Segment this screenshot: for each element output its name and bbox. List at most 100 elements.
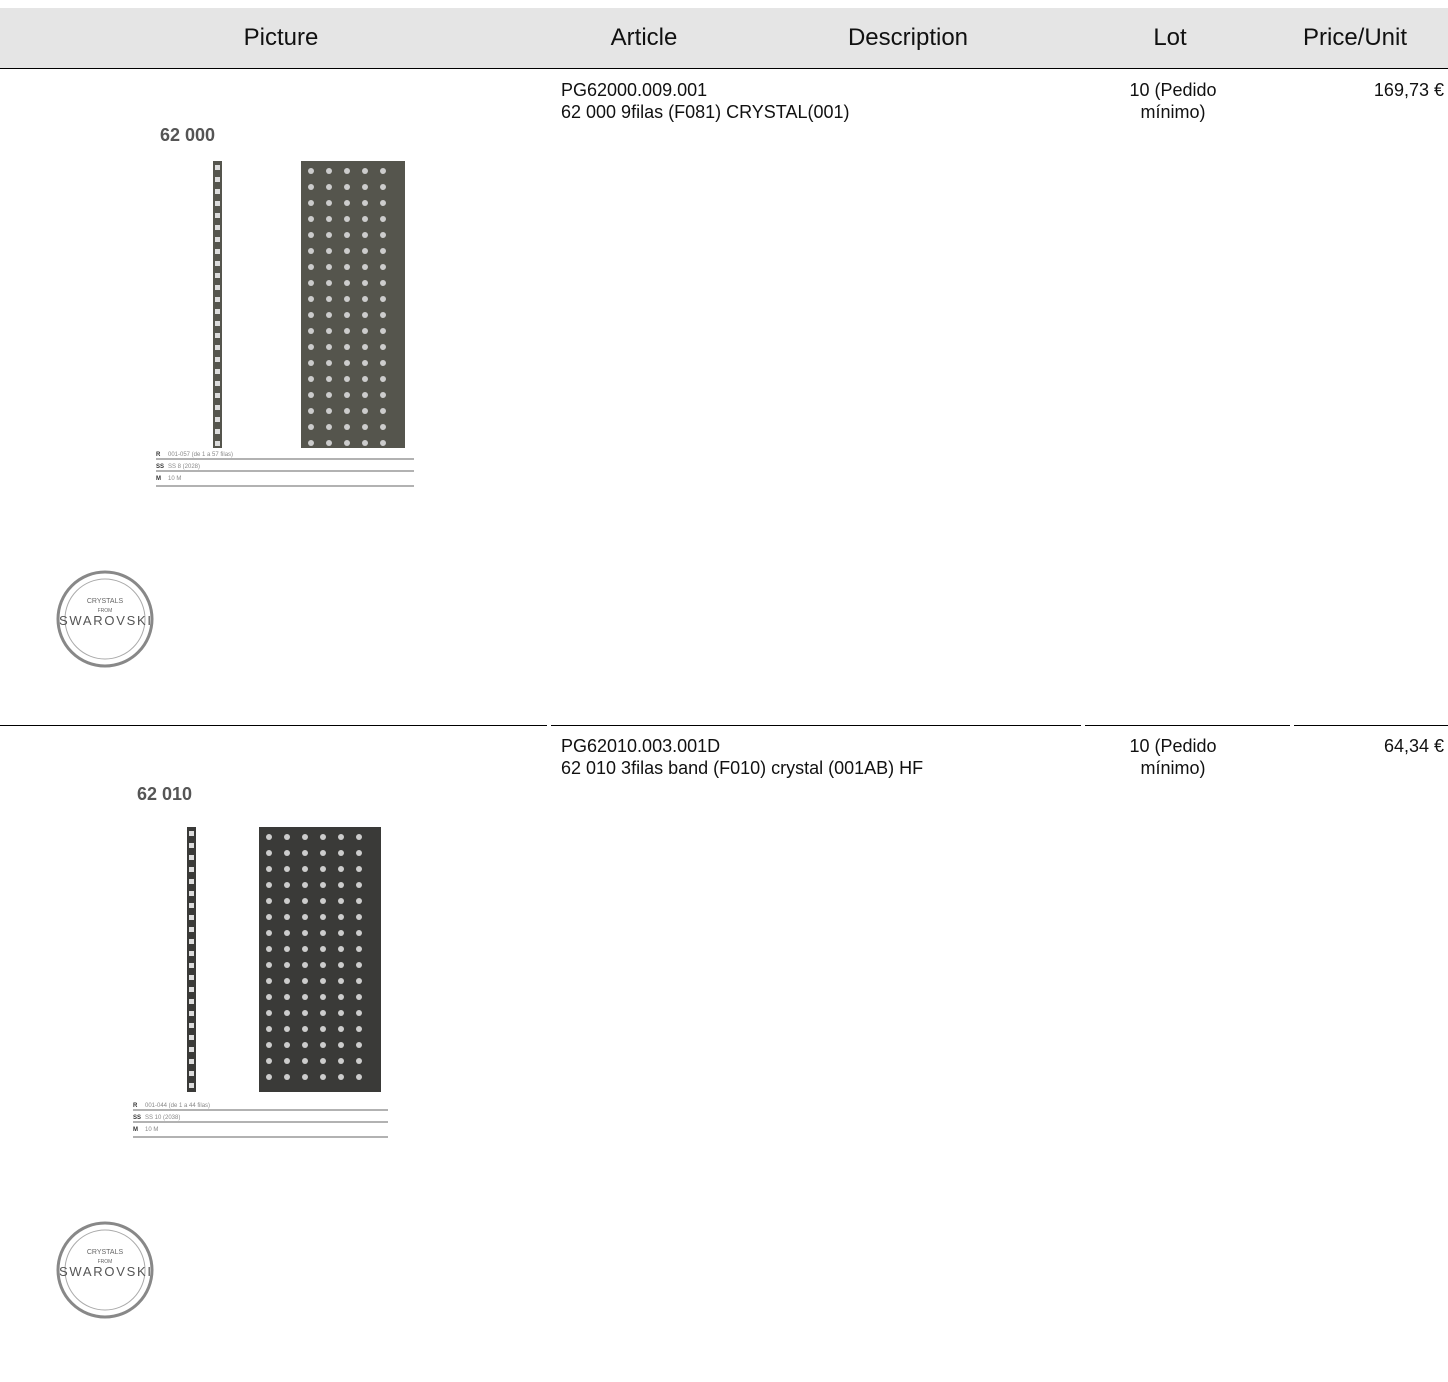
stone (284, 978, 290, 984)
stone (362, 392, 368, 398)
column-header: Lot (1153, 24, 1187, 51)
stone (308, 264, 314, 270)
spec-key: SS (156, 464, 164, 470)
stone (266, 1026, 272, 1032)
stone (189, 927, 194, 932)
price: 64,34 € (1383, 736, 1444, 756)
stone (338, 1010, 344, 1016)
stone (380, 184, 386, 190)
spec-value: SS 8 (2028) (168, 464, 200, 470)
stone (266, 946, 272, 952)
stone (380, 200, 386, 206)
logo-ring (56, 570, 154, 668)
stone (320, 978, 326, 984)
stone (266, 1010, 272, 1016)
stone (189, 855, 194, 860)
article-code: PG62000.009.001 (561, 80, 708, 100)
stone (338, 1058, 344, 1064)
stone (320, 866, 326, 872)
stone (215, 381, 220, 386)
table-header: Picture Article Description Lot Price/Un… (0, 8, 1448, 69)
stone (356, 978, 362, 984)
stone (356, 866, 362, 872)
stone (362, 200, 368, 206)
logo-text: CRYSTALS (87, 1249, 124, 1256)
stone (326, 392, 332, 398)
stone (308, 200, 314, 206)
panel (301, 161, 405, 448)
logo-text: FROM (98, 608, 113, 614)
stone (215, 393, 220, 398)
page: Picture Article Description Lot Price/Un… (0, 8, 1448, 1319)
stone (326, 344, 332, 350)
stone (380, 168, 386, 174)
stone (338, 834, 344, 840)
stone (266, 866, 272, 872)
stone (189, 1047, 194, 1052)
stone (215, 261, 220, 266)
stone (380, 312, 386, 318)
spec-value: 001-044 (de 1 a 44 filas) (145, 1103, 210, 1109)
stone (344, 248, 350, 254)
stone (326, 408, 332, 414)
stone (326, 200, 332, 206)
stone (362, 248, 368, 254)
stone (215, 201, 220, 206)
stone (344, 392, 350, 398)
stone (344, 200, 350, 206)
stone (356, 914, 362, 920)
spec-key: M (133, 1127, 138, 1133)
stone (308, 296, 314, 302)
stone (266, 834, 272, 840)
stone (266, 1074, 272, 1080)
stone (189, 903, 194, 908)
stone (189, 987, 194, 992)
stone (302, 898, 308, 904)
stone (215, 309, 220, 314)
stone (326, 328, 332, 334)
stone (326, 184, 332, 190)
spec-key: R (156, 452, 161, 458)
stone (338, 1042, 344, 1048)
row-separator (551, 725, 1081, 726)
stone (189, 891, 194, 896)
stone (338, 898, 344, 904)
stone (344, 216, 350, 222)
stone (320, 834, 326, 840)
description: 62 010 3filas band (F010) crystal (001AB… (561, 758, 924, 778)
stone (302, 1058, 308, 1064)
stone (362, 360, 368, 366)
stone (266, 1042, 272, 1048)
stone (308, 408, 314, 414)
strip (187, 827, 196, 1092)
stone (284, 834, 290, 840)
stone (326, 296, 332, 302)
stone (362, 328, 368, 334)
stone (284, 1010, 290, 1016)
stone (308, 376, 314, 382)
stone (326, 232, 332, 238)
stone (356, 1026, 362, 1032)
logo-text: SWAROVSKI (59, 1264, 151, 1279)
stone (302, 946, 308, 952)
stone (284, 1074, 290, 1080)
stone (380, 392, 386, 398)
logo-ring (56, 1221, 154, 1319)
stone (266, 1058, 272, 1064)
stone (380, 296, 386, 302)
stone (266, 978, 272, 984)
stone (189, 975, 194, 980)
spec-value: 10 M (145, 1127, 158, 1133)
stone (308, 216, 314, 222)
stone (189, 1011, 194, 1016)
stone (320, 898, 326, 904)
stone (189, 1083, 194, 1088)
stone (308, 312, 314, 318)
spec-value: SS 10 (2038) (145, 1115, 180, 1121)
stone (380, 264, 386, 270)
stone (320, 882, 326, 888)
column-header: Description (847, 24, 969, 51)
description: 62 000 9filas (F081) CRYSTAL(001) (561, 102, 850, 122)
stone (362, 168, 368, 174)
stone (356, 930, 362, 936)
